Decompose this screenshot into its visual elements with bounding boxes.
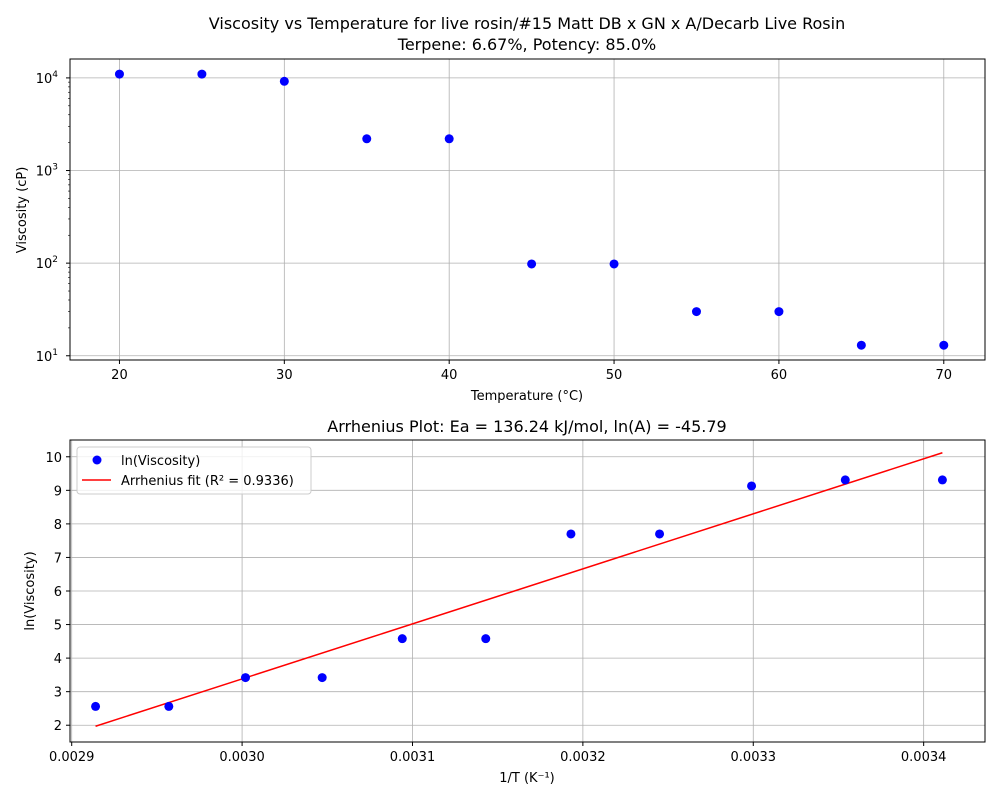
chart2-y-tick-label: 9: [54, 484, 62, 499]
chart1-x-ticks: 20 30 40 50 60 70: [111, 360, 952, 383]
chart2-x-axis-label: 1/T (K⁻¹): [499, 771, 554, 786]
chart1-subtitle: Terpene: 6.67%, Potency: 85.0%: [397, 35, 656, 54]
chart1-y-axis-label: Viscosity (cP): [15, 167, 30, 254]
legend-fit-label: Arrhenius fit (R² = 0.9336): [121, 474, 294, 489]
chart2-data-point: [317, 673, 327, 683]
chart2-data-point: [840, 475, 850, 485]
chart2-data-point: [655, 529, 665, 539]
chart1-data-point: [691, 307, 701, 317]
chart2-y-tick-label: 8: [54, 518, 62, 533]
chart2-y-tick-label: 10: [45, 451, 62, 466]
chart2-y-tick-label: 5: [54, 619, 62, 634]
chart2-x-ticks: 0.0029 0.0030 0.0031 0.0032 0.0033 0.0034: [49, 742, 946, 765]
chart2-data-point: [241, 673, 251, 683]
chart1-x-tick-label: 70: [936, 368, 953, 383]
legend-frame: [76, 446, 312, 495]
chart2-data-point: [566, 529, 576, 539]
chart1-data-point: [856, 340, 866, 350]
chart1-plot-frame: [69, 58, 986, 361]
chart1-data-point: [444, 134, 454, 144]
chart1-x-tick-label: 20: [111, 368, 128, 383]
chart2-fit-line: [95, 452, 943, 727]
chart2-y-tick-label: 7: [54, 551, 62, 566]
chart1-y-tick-label: 102: [36, 255, 58, 272]
chart2-data-point: [481, 634, 491, 644]
chart2-legend: ln(Viscosity) Arrhenius fit (R² = 0.9336…: [76, 446, 312, 495]
chart1-title: Viscosity vs Temperature for live rosin/…: [209, 14, 845, 33]
chart2-x-tick-label: 0.0032: [560, 750, 606, 765]
chart2-y-axis-label: ln(Viscosity): [23, 551, 38, 630]
chart2-data-point: [937, 475, 947, 485]
chart1-data-point: [527, 259, 537, 269]
chart1-y-tick-label: 101: [36, 348, 58, 365]
chart1-data-point: [114, 69, 124, 79]
chart1-y-tick-label: 103: [36, 163, 58, 180]
chart2-title: Arrhenius Plot: Ea = 136.24 kJ/mol, ln(A…: [327, 417, 726, 436]
chart1-x-tick-label: 30: [276, 368, 293, 383]
arrhenius-chart: Arrhenius Plot: Ea = 136.24 kJ/mol, ln(A…: [23, 417, 986, 786]
chart2-data-point: [91, 701, 101, 711]
chart1-y-tick-label: 104: [36, 70, 59, 87]
chart2-x-tick-label: 0.0029: [49, 750, 95, 765]
chart2-data-point: [747, 481, 757, 491]
legend-scatter-label: ln(Viscosity): [121, 454, 200, 469]
chart2-x-tick-label: 0.0034: [901, 750, 947, 765]
chart2-data-point: [397, 634, 407, 644]
chart1-x-tick-label: 50: [606, 368, 623, 383]
chart1-data-point: [609, 259, 619, 269]
chart2-y-tick-label: 6: [54, 585, 62, 600]
chart2-series: [91, 452, 947, 727]
chart2-x-tick-label: 0.0033: [731, 750, 777, 765]
chart1-y-ticks: 101 102 103 104: [36, 70, 70, 365]
chart1-x-axis-label: Temperature (°C): [470, 389, 583, 404]
chart2-x-tick-label: 0.0030: [219, 750, 265, 765]
chart2-y-ticks: 2 3 4 5 6 7 8 9 10: [45, 451, 70, 734]
chart1-grid: [70, 59, 985, 360]
chart2-data-point: [164, 701, 174, 711]
chart2-y-tick-label: 4: [54, 652, 62, 667]
chart1-data-point: [774, 307, 784, 317]
chart1-data-point: [197, 69, 207, 79]
chart2-y-tick-label: 2: [54, 719, 62, 734]
chart1-data-point: [279, 76, 289, 86]
viscosity-temperature-chart: Viscosity vs Temperature for live rosin/…: [15, 14, 986, 404]
chart1-data-point: [939, 340, 949, 350]
chart1-x-tick-label: 60: [771, 368, 788, 383]
chart2-y-tick-label: 3: [54, 686, 62, 701]
legend-scatter-marker: [92, 455, 102, 465]
chart2-x-tick-label: 0.0031: [390, 750, 436, 765]
chart1-x-tick-label: 40: [441, 368, 458, 383]
chart1-points: [114, 69, 949, 350]
chart1-data-point: [362, 134, 372, 144]
